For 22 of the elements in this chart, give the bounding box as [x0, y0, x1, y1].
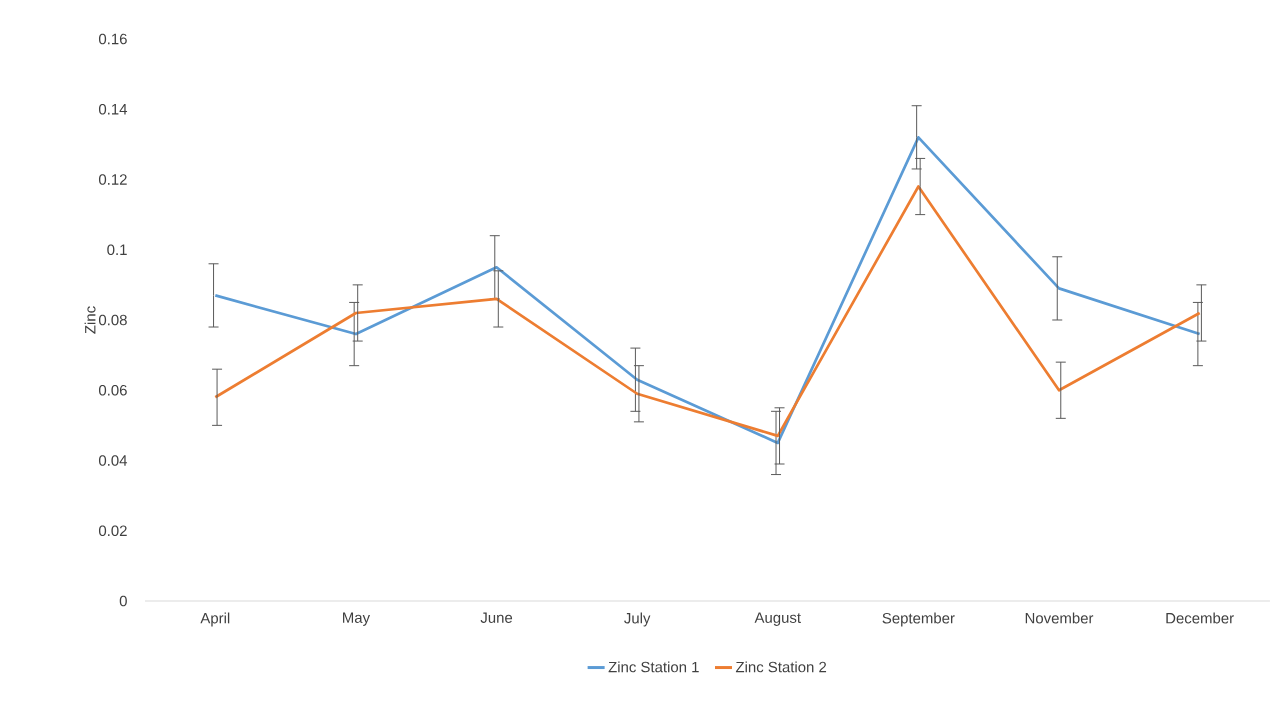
x-tick-label: August [754, 612, 801, 626]
x-tick-label: May [343, 612, 371, 626]
y-tick-label: 0.1 [107, 244, 127, 256]
y-tick-label: 0.08 [98, 314, 127, 326]
line-series [213, 185, 1201, 438]
y-tick-label: 0.12 [98, 174, 127, 185]
y-tick-label: 0.02 [98, 525, 127, 537]
y-tick-label: 0.16 [98, 33, 127, 45]
x-tick-label: November [1025, 612, 1094, 624]
line-series [213, 135, 1201, 445]
x-tick-label: December [1166, 612, 1234, 624]
legend-label: Zinc Station 2 [735, 661, 827, 673]
y-tick-label: 0.14 [98, 103, 128, 115]
x-tick-label: June [480, 612, 513, 623]
y-tick-label: 0.06 [98, 384, 127, 396]
x-tick-label: September [882, 612, 955, 627]
legend-label: Zinc Station 1 [608, 661, 699, 673]
y-tick-label: 0 [119, 595, 127, 607]
y-tick-label: 0.04 [98, 455, 128, 466]
x-tick-label: April [200, 612, 230, 627]
y-axis-title: Zinc [84, 306, 96, 334]
x-tick-label: July [624, 612, 651, 627]
